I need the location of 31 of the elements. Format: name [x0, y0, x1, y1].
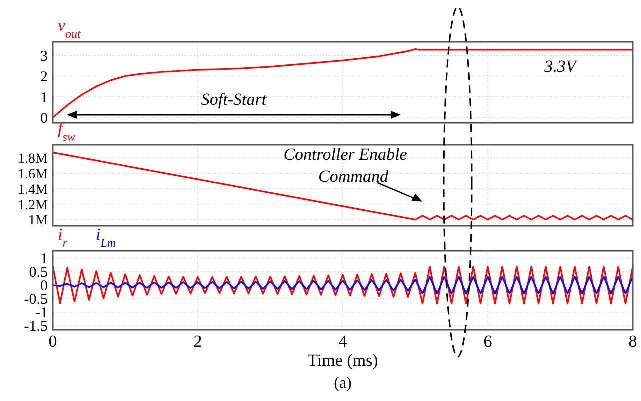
x-axis-title: Time (ms)	[308, 351, 378, 370]
y-tick-label: 0	[40, 111, 48, 128]
y-tick-label: 1.2M	[18, 198, 49, 214]
y-tick-label: 2	[40, 70, 48, 86]
y-tick-label: 0	[40, 278, 48, 295]
text: v$_{out}$	[58, 16, 82, 41]
y-tick-label: 1.6M	[18, 167, 49, 182]
x-tick-label: 8	[628, 332, 638, 351]
annotation: Soft-Start	[201, 90, 268, 109]
series-label: i$_{r}$	[58, 225, 68, 250]
y-tick-label: 1.4M	[18, 182, 49, 198]
line-series	[52, 276, 634, 295]
x-tick-label: 6	[484, 332, 492, 351]
y-tick-label: 1.8M	[18, 152, 49, 168]
line-series	[52, 266, 634, 305]
y-tick-label: 3	[40, 48, 48, 65]
x-tick-label: 4	[338, 332, 348, 351]
y-tick-label: 1	[40, 90, 48, 106]
text: (a)	[334, 375, 352, 392]
y-tick-label: 1M	[28, 214, 49, 229]
series-label: i$_{Lm}$	[96, 225, 116, 250]
annotation: 3.3V	[544, 56, 579, 76]
x-tick-label: 2	[194, 332, 202, 351]
y-tick-label: 0.5	[29, 265, 48, 282]
line-series	[52, 48, 634, 119]
annotation: Controller Enable Command	[284, 144, 408, 186]
y-tick-label: -1.5	[24, 319, 48, 336]
y-tick-label: 1	[40, 252, 48, 268]
y-tick-label: -1	[36, 306, 48, 322]
series-label: f$_{sw}$	[58, 119, 76, 144]
y-tick-label: -0.5	[24, 292, 48, 308]
